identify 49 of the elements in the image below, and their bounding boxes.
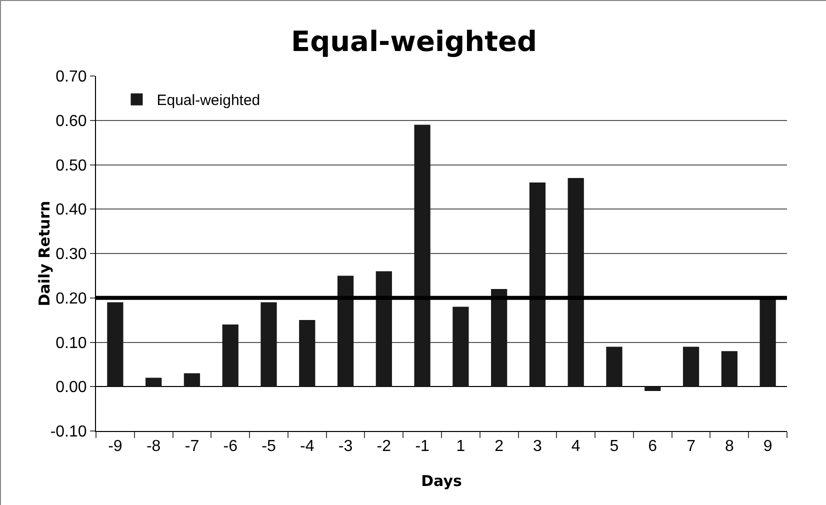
- x-tick-label: 9: [763, 438, 772, 456]
- x-tick-label: 7: [686, 438, 696, 456]
- bar: [299, 320, 316, 387]
- bar: [376, 271, 392, 387]
- bar: [529, 182, 546, 387]
- x-tick-label: 4: [571, 438, 580, 456]
- y-tick-label: 0.00: [56, 379, 87, 396]
- x-tick-label: -2: [376, 438, 392, 456]
- y-tick-label: 0.60: [56, 112, 87, 130]
- legend-label: Equal-weighted: [156, 92, 260, 110]
- bar: [760, 298, 776, 387]
- x-tick-label: -3: [338, 438, 353, 456]
- x-tick-label: 5: [610, 438, 619, 456]
- x-tick-label: 2: [494, 438, 504, 456]
- bar: [568, 178, 584, 387]
- y-tick-label: 0.50: [56, 157, 87, 174]
- bar: [260, 302, 277, 387]
- bar: [184, 373, 200, 387]
- y-tick-label: -0.10: [50, 424, 87, 441]
- y-tick-label: 0.40: [56, 202, 87, 219]
- y-tick-label: 0.20: [56, 290, 87, 308]
- bar: [222, 324, 238, 387]
- x-tick-label: 6: [648, 438, 658, 456]
- bar: [491, 289, 508, 387]
- x-tick-label: -8: [146, 438, 161, 456]
- x-axis-title: Days: [421, 472, 462, 490]
- x-tick-label: -9: [108, 438, 122, 456]
- y-tick-label: 0.10: [56, 334, 87, 352]
- x-tick-label: 3: [533, 438, 542, 456]
- bar: [452, 306, 469, 387]
- bar: [644, 386, 661, 392]
- bar: [606, 346, 622, 387]
- bar: [414, 124, 430, 387]
- chart-title: Equal-weighted: [290, 24, 538, 58]
- bar: [682, 346, 700, 387]
- bar: [146, 378, 162, 387]
- x-tick-label: -1: [415, 438, 430, 456]
- bar: [337, 276, 354, 387]
- x-tick-label: -7: [184, 438, 200, 456]
- x-tick-label: 1: [456, 438, 466, 456]
- y-tick-label: 0.30: [56, 246, 87, 264]
- x-tick-label: -5: [262, 438, 276, 456]
- x-tick-label: -4: [300, 438, 314, 456]
- x-tick-label: -6: [223, 438, 238, 456]
- y-axis-title: Daily Return: [36, 200, 54, 306]
- x-tick-label: 8: [724, 438, 734, 456]
- y-tick-label: 0.70: [56, 68, 87, 86]
- bar: [107, 302, 124, 387]
- bar: [721, 351, 738, 387]
